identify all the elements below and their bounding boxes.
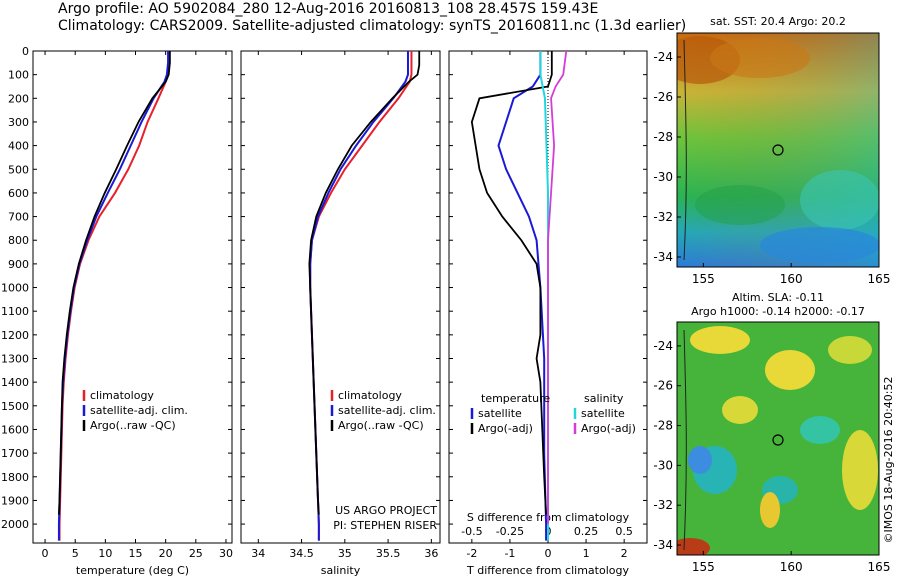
y-tick-label: 800 (8, 234, 29, 247)
plot-frame (32, 50, 233, 544)
map-y-tick-label: -34 (653, 250, 673, 264)
x-tick-label: 30 (219, 547, 233, 560)
y-tick-label: 500 (8, 163, 29, 176)
x-tick-label: 0 (545, 547, 552, 560)
x-tick-label: 34.5 (289, 547, 314, 560)
map-y-tick-label: -26 (653, 90, 673, 104)
series-line-argo---raw--qc- (58, 51, 171, 515)
map-y-tick-label: -30 (653, 458, 673, 472)
y-tick-label: 0 (22, 45, 29, 58)
x-tick-label: -2 (466, 547, 477, 560)
legend-label: satellite-adj. clim. (338, 404, 436, 417)
x-tick-label: 2 (621, 547, 628, 560)
legend-label: satellite-adj. clim. (90, 404, 188, 417)
legend-label: climatology (90, 389, 154, 402)
top-tick-label: -0.5 (461, 525, 482, 538)
map-x-tick-label: 165 (868, 560, 891, 574)
map-y-tick-label: -24 (653, 339, 673, 353)
legend-label: salinity (584, 392, 624, 405)
series-line-argo---raw--qc- (308, 51, 421, 515)
y-tick-label: 1300 (1, 353, 29, 366)
map-y-tick-label: -26 (653, 379, 673, 393)
x-axis-label: temperature (deg C) (76, 564, 189, 577)
legend-label: temperature (481, 392, 550, 405)
y-tick-label: 600 (8, 187, 29, 200)
y-tick-label: 1500 (1, 400, 29, 413)
y-tick-label: 1400 (1, 376, 29, 389)
y-tick-label: 1900 (1, 494, 29, 507)
top-tick-label: -0.25 (496, 525, 524, 538)
timestamp-stamp: ©IMOS 18-Aug-2016 20:40:52 (882, 377, 895, 544)
y-tick-label: 700 (8, 211, 29, 224)
y-tick-label: 1700 (1, 447, 29, 460)
x-tick-label: 10 (98, 547, 112, 560)
legend-label: satellite (581, 407, 625, 420)
y-tick-label: 2000 (1, 518, 29, 531)
x-tick-label: 1 (583, 547, 590, 560)
x-tick-label: 35 (338, 547, 352, 560)
y-tick-label: 300 (8, 116, 29, 129)
map-y-tick-label: -30 (653, 170, 673, 184)
top-tick-label: 0.5 (615, 525, 633, 538)
map-x-tick-label: 155 (692, 560, 715, 574)
y-tick-label: 100 (8, 69, 29, 82)
legend-label: satellite (478, 407, 522, 420)
map-y-tick-label: -34 (653, 538, 673, 552)
map-y-tick-label: -32 (653, 210, 673, 224)
difference-panel: -2 -1 0 1 2 T difference from climatology -0.5… (448, 50, 648, 577)
map-y-tick-label: -28 (653, 419, 673, 433)
x-tick-label: 15 (129, 547, 143, 560)
y-tick-label: 200 (8, 92, 29, 105)
map-y-tick-label: -32 (653, 498, 673, 512)
y-tick-label: 400 (8, 140, 29, 153)
series-line-salinity-argo--adj- (547, 50, 568, 525)
argo-location-marker-sla (772, 434, 784, 446)
y-tick-label: 900 (8, 258, 29, 271)
map-x-tick-label: 160 (780, 272, 803, 286)
series-line-temperature-argo--adj- (470, 51, 553, 515)
x-tick-label: 0 (42, 547, 49, 560)
map-x-tick-label: 160 (780, 560, 803, 574)
salinity-panel: 34 34.5 35 35.5 36 salinity climatology satelli… (240, 50, 441, 577)
project-annotation: US ARGO PROJECT (335, 504, 437, 517)
sst-title: sat. SST: 20.4 Argo: 20.2 (710, 15, 846, 28)
temperature-panel: 0100200300400500600700800900100011001200… (1, 45, 233, 577)
legend-label: Argo(-adj) (581, 422, 636, 435)
y-tick-label: 1600 (1, 423, 29, 436)
x-tick-label: 25 (189, 547, 203, 560)
header-line-1: Argo profile: AO 5902084_280 12-Aug-2016… (58, 1, 599, 17)
y-tick-label: 1100 (1, 305, 29, 318)
x-tick-label: -1 (504, 547, 515, 560)
x-tick-label: 35.5 (376, 547, 401, 560)
sst-map: sat. SST: 20.4 Argo: 20.2 155 160 165 -24 -2… (653, 15, 890, 286)
map-y-tick-label: -28 (653, 130, 673, 144)
x-tick-label: 34 (251, 547, 265, 560)
y-tick-label: 1800 (1, 471, 29, 484)
map-y-tick-label: -24 (653, 50, 673, 64)
x-tick-label: 5 (72, 547, 79, 560)
sla-title: Altim. SLA: -0.11 (732, 291, 824, 304)
top-tick-label: 0.25 (574, 525, 599, 538)
map-x-tick-label: 155 (692, 272, 715, 286)
legend-label: Argo(-adj) (478, 422, 533, 435)
y-tick-label: 1200 (1, 329, 29, 342)
legend-label: Argo(..raw -QC) (338, 419, 424, 432)
sla-map: Altim. SLA: -0.11 Argo h1000: -0.14 h200… (653, 291, 890, 574)
x-tick-label: 20 (159, 547, 173, 560)
legend-label: Argo(..raw -QC) (90, 419, 176, 432)
x-axis-label: salinity (321, 564, 361, 577)
pi-annotation: PI: STEPHEN RISER (333, 519, 437, 532)
plot-frame (240, 50, 441, 544)
sla-subtitle: Argo h1000: -0.14 h2000: -0.17 (691, 305, 865, 318)
series-line-temperature-satellite (497, 51, 548, 541)
x-tick-label: 36 (424, 547, 438, 560)
header-line-2: Climatology: CARS2009. Satellite-adjuste… (58, 18, 687, 34)
map-x-tick-label: 165 (868, 272, 891, 286)
argo-location-marker (772, 144, 784, 156)
legend-label: climatology (338, 389, 402, 402)
x-axis-label: T difference from climatology (466, 564, 629, 577)
y-tick-label: 1000 (1, 282, 29, 295)
